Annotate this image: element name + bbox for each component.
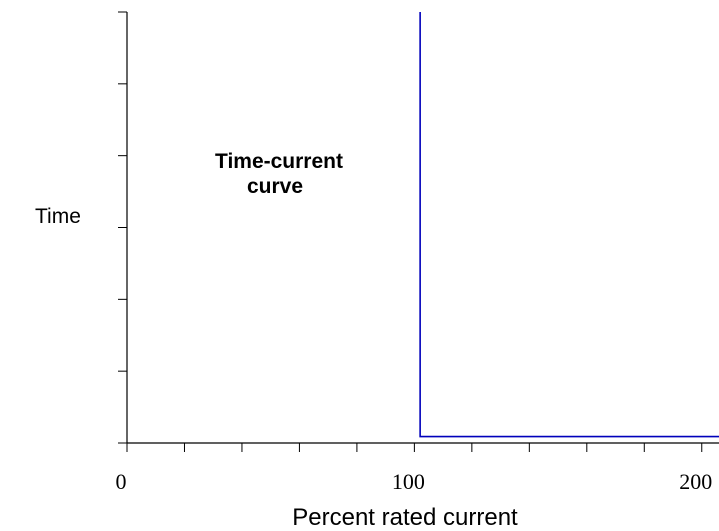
series-group (419, 12, 719, 438)
x-tick-label: 0 (116, 469, 127, 494)
x-axis-label: Percent rated current (292, 504, 518, 531)
y-ticks (118, 11, 127, 444)
curve-annotation-line-1: Time-current (215, 150, 343, 173)
time-current-curve-line (419, 12, 719, 438)
curve-annotation-line-2: curve (247, 175, 303, 198)
x-tick-labels: 0 100 200 (116, 469, 713, 494)
y-axis-label: Time (35, 205, 81, 228)
x-ticks (126, 443, 703, 452)
x-tick-label: 100 (392, 469, 425, 494)
x-tick-label: 200 (679, 469, 712, 494)
